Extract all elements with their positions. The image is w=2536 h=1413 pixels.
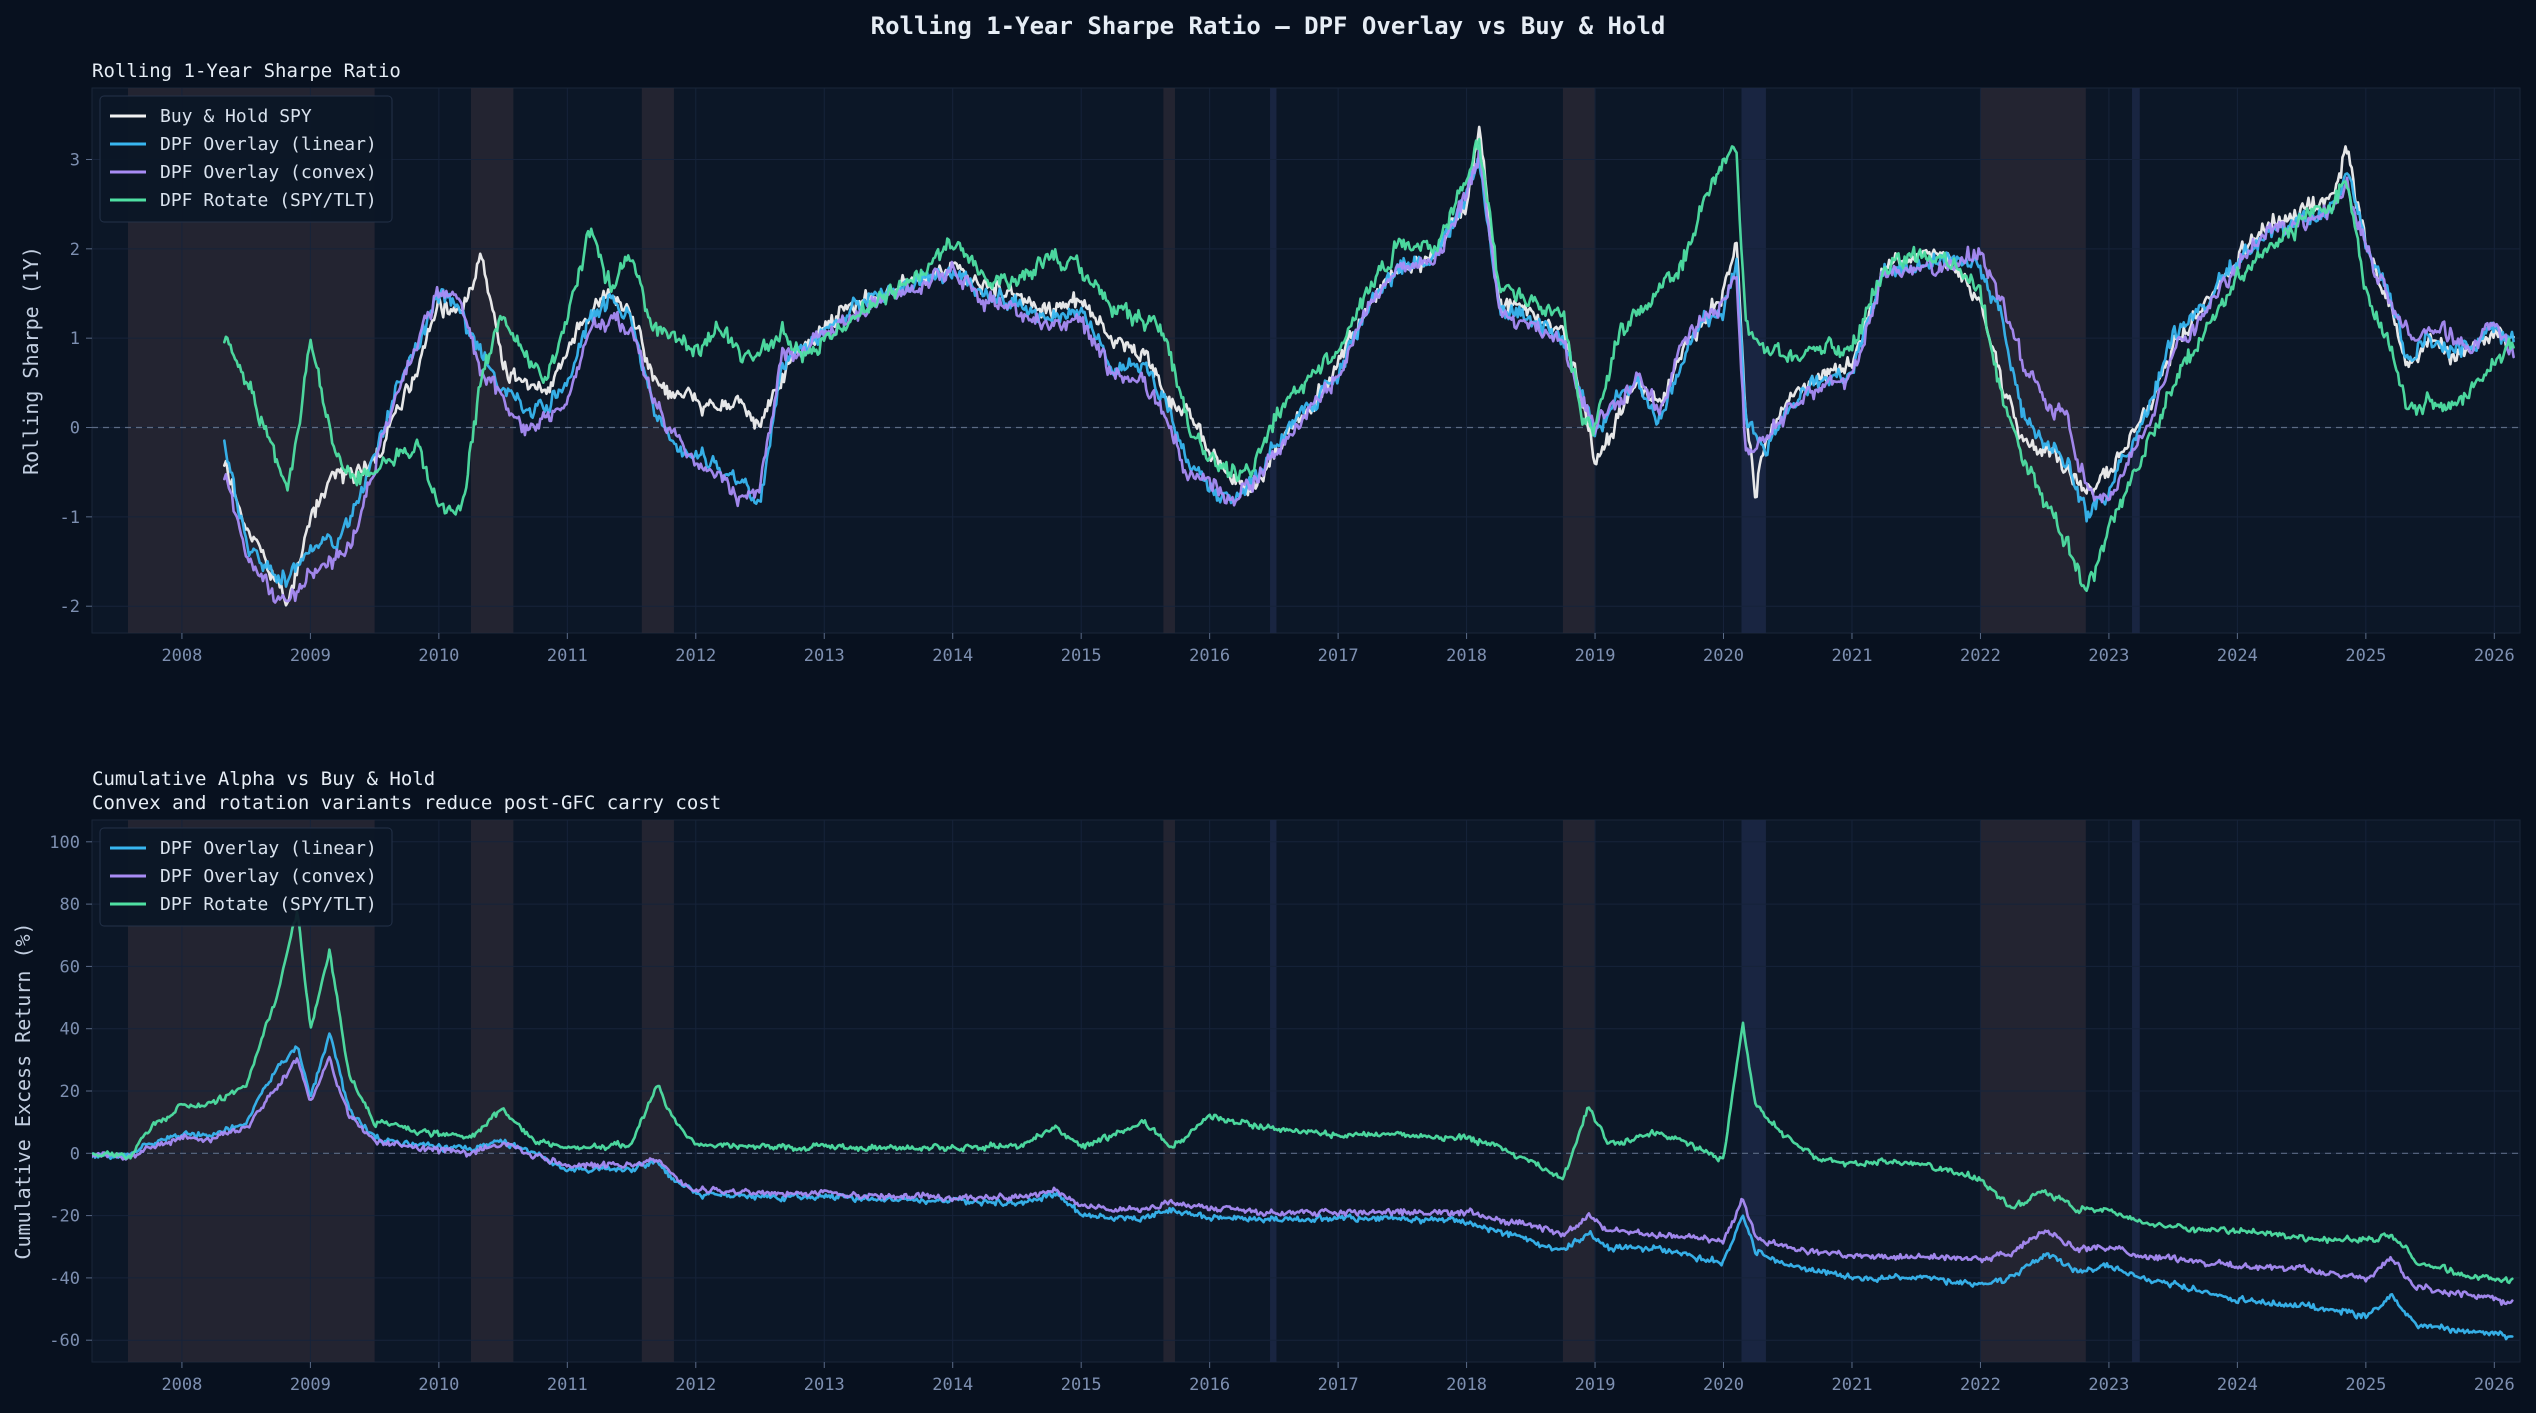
series-line-convex xyxy=(223,144,2515,604)
x-tick-label: 2023 xyxy=(2088,646,2129,666)
y-tick-label: 2 xyxy=(70,240,80,260)
series-line-linear xyxy=(223,157,2515,588)
figure-title: Rolling 1-Year Sharpe Ratio — DPF Overla… xyxy=(871,12,1666,40)
y-tick-label: -60 xyxy=(49,1331,80,1351)
x-tick-label: 2022 xyxy=(1960,1375,2001,1395)
x-tick-label: 2013 xyxy=(804,1375,845,1395)
y-tick-label: 100 xyxy=(49,833,80,853)
x-tick-label: 2026 xyxy=(2474,1375,2515,1395)
x-tick-label: 2023 xyxy=(2088,1375,2129,1395)
x-tick-label: 2012 xyxy=(675,646,716,666)
x-tick-label: 2016 xyxy=(1189,1375,1230,1395)
x-tick-label: 2013 xyxy=(804,646,845,666)
x-tick-label: 2025 xyxy=(2345,646,2386,666)
x-tick-label: 2017 xyxy=(1318,1375,1359,1395)
x-tick-label: 2018 xyxy=(1446,1375,1487,1395)
legend-label-buy_hold: Buy & Hold SPY xyxy=(160,106,312,127)
legend-label-linear: DPF Overlay (linear) xyxy=(160,134,377,155)
x-tick-label: 2020 xyxy=(1703,1375,1744,1395)
series-line-rotate xyxy=(92,910,2514,1285)
y-tick-label: -2 xyxy=(60,597,80,617)
legend-label-rotate: DPF Rotate (SPY/TLT) xyxy=(160,894,377,915)
x-tick-label: 2026 xyxy=(2474,646,2515,666)
shaded-period-3 xyxy=(1163,88,1175,633)
y-tick-label: 3 xyxy=(70,150,80,170)
series-line-rotate xyxy=(223,138,2515,593)
legend-label-rotate: DPF Rotate (SPY/TLT) xyxy=(160,190,377,211)
legend-label-convex: DPF Overlay (convex) xyxy=(160,162,377,183)
y-tick-label: -40 xyxy=(49,1269,80,1289)
legend-label-convex: DPF Overlay (convex) xyxy=(160,866,377,887)
x-tick-label: 2021 xyxy=(1832,1375,1873,1395)
y-tick-label: 20 xyxy=(60,1082,80,1102)
x-tick-label: 2008 xyxy=(161,1375,202,1395)
alpha-panel: Cumulative Alpha vs Buy & Hold Convex an… xyxy=(11,768,2521,1395)
x-tick-label: 2010 xyxy=(418,646,459,666)
y-tick-label: 80 xyxy=(60,895,80,915)
y-axis-label: Cumulative Excess Return (%) xyxy=(11,922,35,1259)
y-tick-label: 60 xyxy=(60,957,80,977)
x-tick-label: 2021 xyxy=(1832,646,1873,666)
x-tick-label: 2019 xyxy=(1575,1375,1616,1395)
x-tick-label: 2014 xyxy=(932,646,973,666)
x-tick-label: 2019 xyxy=(1575,646,1616,666)
x-tick-label: 2015 xyxy=(1061,646,1102,666)
x-tick-label: 2020 xyxy=(1703,646,1744,666)
x-tick-label: 2024 xyxy=(2217,646,2258,666)
x-tick-label: 2010 xyxy=(418,1375,459,1395)
x-tick-label: 2014 xyxy=(932,1375,973,1395)
series-group xyxy=(92,910,2514,1341)
y-tick-label: 1 xyxy=(70,329,80,349)
x-tick-label: 2016 xyxy=(1189,646,1230,666)
x-tick-label: 2024 xyxy=(2217,1375,2258,1395)
series-line-linear xyxy=(92,1032,2514,1341)
y-tick-label: -1 xyxy=(60,508,80,528)
shaded-period-6 xyxy=(1741,88,1766,633)
x-tick-label: 2015 xyxy=(1061,1375,1102,1395)
shaded-period-8 xyxy=(2132,88,2140,633)
x-tick-label: 2022 xyxy=(1960,646,2001,666)
x-tick-label: 2017 xyxy=(1318,646,1359,666)
y-tick-label: 40 xyxy=(60,1020,80,1040)
legend-box xyxy=(99,95,393,223)
x-tick-label: 2008 xyxy=(161,646,202,666)
alpha-panel-subtitle: Convex and rotation variants reduce post… xyxy=(92,792,721,814)
alpha-panel-title: Cumulative Alpha vs Buy & Hold xyxy=(92,768,435,790)
x-tick-label: 2012 xyxy=(675,1375,716,1395)
series-group xyxy=(223,125,2515,607)
x-tick-label: 2011 xyxy=(547,646,588,666)
y-tick-label: -20 xyxy=(49,1207,80,1227)
y-tick-label: 0 xyxy=(70,419,80,439)
x-tick-label: 2009 xyxy=(290,646,331,666)
plot-area xyxy=(91,87,2521,634)
series-line-convex xyxy=(92,1055,2514,1306)
sharpe-panel-title: Rolling 1-Year Sharpe Ratio xyxy=(92,60,401,82)
sharpe-panel: Rolling 1-Year Sharpe Ratio 2008 2009 2010… xyxy=(19,60,2521,666)
x-tick-label: 2025 xyxy=(2345,1375,2386,1395)
legend-label-linear: DPF Overlay (linear) xyxy=(160,838,377,859)
x-tick-label: 2018 xyxy=(1446,646,1487,666)
x-tick-label: 2009 xyxy=(290,1375,331,1395)
y-tick-label: 0 xyxy=(70,1144,80,1164)
legend-box xyxy=(99,827,393,927)
y-axis-label: Rolling Sharpe (1Y) xyxy=(19,246,43,475)
shaded-period-4 xyxy=(1270,88,1277,633)
x-tick-label: 2011 xyxy=(547,1375,588,1395)
